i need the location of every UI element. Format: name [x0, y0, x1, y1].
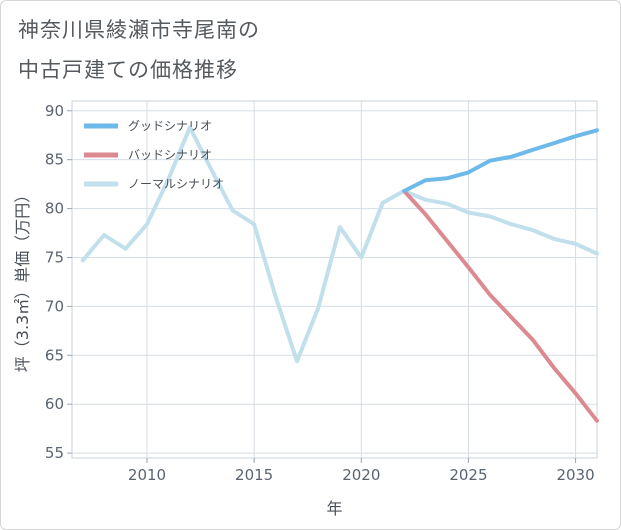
legend-label: バッドシナリオ [128, 148, 212, 162]
x-tick-label: 2010 [128, 466, 166, 484]
x-tick-label: 2015 [235, 466, 273, 484]
series-line-bad [402, 189, 599, 423]
chart-title-line1: 神奈川県綾瀬市寺尾南の [18, 18, 260, 42]
x-axis-label: 年 [326, 499, 342, 518]
legend-label: ノーマルシナリオ [128, 177, 224, 191]
y-tick-label: 85 [45, 151, 64, 169]
y-axis-label: 坪（3.3㎡）単価（万円） [13, 187, 32, 372]
tick-labels: 55 60 65 70 75 80 85 90 2010 2015 2020 2025 2030 [45, 102, 595, 484]
y-tick-label: 55 [45, 444, 64, 462]
series-lines [80, 125, 599, 423]
y-tick-label: 90 [45, 102, 64, 120]
x-tick-label: 2020 [342, 466, 380, 484]
chart-title-line2: 中古戸建ての価格推移 [18, 58, 238, 82]
axes [67, 100, 598, 463]
x-tick-label: 2030 [556, 466, 594, 484]
y-tick-label: 70 [45, 297, 64, 315]
series-line-good [402, 128, 599, 193]
y-tick-label: 75 [45, 248, 64, 266]
plot-area-border [71, 100, 598, 459]
legend-label: グッドシナリオ [128, 119, 212, 133]
y-tick-label: 80 [45, 200, 64, 218]
series-line-normal [80, 125, 599, 364]
y-tick-label: 60 [45, 395, 64, 413]
y-tick-label: 65 [45, 346, 64, 364]
grid [72, 101, 597, 458]
x-tick-label: 2025 [449, 466, 487, 484]
